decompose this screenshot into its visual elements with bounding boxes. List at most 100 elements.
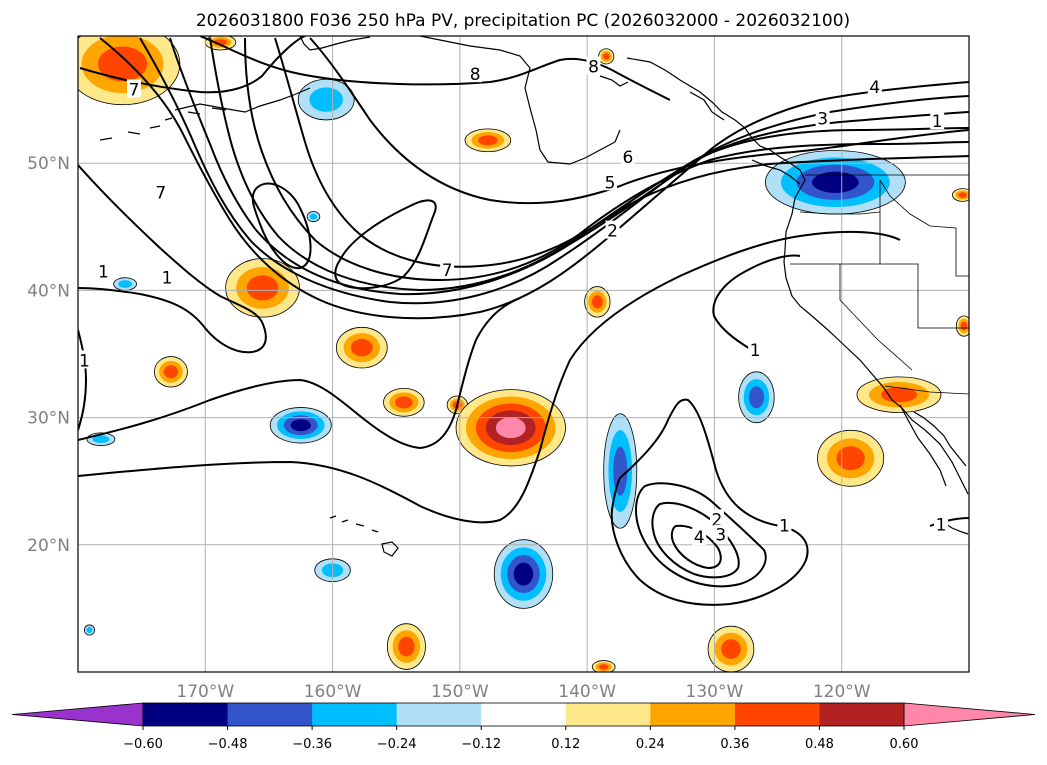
contour-label-bg	[709, 509, 724, 528]
precip-pc-area-pos	[153, 356, 188, 388]
pv-contour-2	[274, 37, 969, 268]
precip-pc-area-pos	[464, 128, 512, 153]
colorbar-segment	[143, 703, 229, 726]
colorbar-segment	[650, 703, 736, 726]
precip-pc-area-pos	[856, 376, 942, 413]
colorbar-tick-label: 0.24	[636, 737, 665, 752]
alaska-peninsula	[174, 36, 371, 113]
precip-pc-level	[836, 446, 865, 471]
precip-pc-area-pos	[455, 389, 566, 467]
colorbar-segment	[481, 703, 567, 726]
latitude-tick-labels: 50°N 40°N 30°N 20°N	[27, 154, 70, 556]
precip-pc-area-neg	[603, 413, 638, 529]
precip-pc-area-pos	[78, 36, 181, 106]
colorbar-segment	[312, 703, 398, 726]
contour-label: 2	[607, 222, 618, 242]
lat-tick-label: 50°N	[27, 154, 70, 174]
precip-pc-area-pos	[584, 286, 611, 318]
colorbar	[11, 702, 1036, 727]
pv-contour-2-trough	[634, 482, 767, 588]
precip-pc-area-pos	[955, 315, 969, 337]
lat-tick-label: 40°N	[27, 281, 70, 301]
contour-label: 7	[155, 183, 166, 203]
precip-pc-area-pos	[707, 625, 755, 672]
gulf-of-california	[899, 404, 947, 487]
contour-label: 3	[817, 110, 828, 130]
country-state-borders	[790, 174, 969, 395]
precip-pc-level	[398, 636, 415, 657]
precip-pc-level	[748, 386, 765, 409]
contour-label-bg	[748, 340, 763, 359]
washington-border	[799, 211, 881, 215]
pv-contour-1-west	[78, 164, 267, 354]
contour-label: 8	[470, 65, 481, 85]
contour-label-bg	[440, 260, 455, 279]
colorbar-tick-label: 0.48	[805, 737, 834, 752]
southeast-alaska	[599, 75, 725, 121]
colorbar-extend-low	[11, 702, 144, 727]
pv-contours	[78, 36, 969, 606]
contour-label-bg	[620, 146, 635, 165]
precip-pc-level	[513, 562, 534, 586]
precip-pc-area-pos	[335, 326, 388, 369]
colorbar-tick-label: −0.48	[208, 737, 248, 752]
colorbar-tick-label: −0.60	[123, 737, 163, 752]
kodiak-coast	[419, 36, 621, 165]
precip-pc-area-pos	[598, 48, 615, 65]
colorbar-tick-label: 0.12	[551, 737, 580, 752]
precip-pc-level	[309, 87, 344, 112]
contour-label: 4	[869, 78, 880, 98]
precip-pc-level	[812, 171, 859, 193]
precip-pc-level	[478, 135, 498, 146]
contour-label-bg	[127, 79, 142, 98]
contour-label-bg	[153, 182, 168, 201]
contour-label: 3	[715, 526, 726, 546]
precip-pc-level	[960, 321, 968, 331]
precip-pc-level	[118, 280, 132, 288]
contour-label: 1	[79, 351, 90, 371]
pv-contour-1-east	[712, 230, 901, 351]
contour-label: 1	[779, 517, 790, 537]
precip-pc-level	[290, 419, 311, 432]
longitude-tick-labels: 170°W 160°W 150°W 140°W 130°W 120°W	[176, 682, 870, 702]
colorbar-segment	[396, 703, 482, 726]
contour-label-bg	[468, 64, 483, 83]
precip-pc-level	[613, 446, 628, 496]
precip-pc-level	[92, 435, 110, 444]
colorbar-frame	[142, 702, 905, 727]
colorbar-tick-labels: −0.60 −0.48 −0.36 −0.24 −0.12 0.12 0.24 0.36 0.4…	[123, 726, 918, 752]
lat-tick-label: 30°N	[27, 409, 70, 429]
contour-label: 8	[588, 58, 599, 78]
contour-label: 6	[622, 148, 633, 168]
precip-pc-area-pos	[386, 623, 426, 670]
precip-pc-area-neg	[306, 211, 321, 223]
precip-pc-area-neg	[83, 624, 95, 636]
contour-label-bg	[867, 76, 882, 95]
contour-label-bg	[605, 220, 620, 239]
lat-tick-label: 20°N	[27, 536, 70, 556]
pv-contour-1-mid	[78, 297, 521, 450]
pv-contour-1-se	[929, 517, 969, 527]
precip-pc-level	[880, 387, 917, 403]
colorbar-tick-label: −0.36	[292, 737, 332, 752]
contour-label: 1	[162, 269, 173, 289]
idaho-border	[879, 179, 969, 277]
lon-tick-label: 130°W	[686, 682, 744, 702]
pv-contour-1-sw	[78, 329, 88, 431]
contour-label: 1	[98, 262, 109, 282]
precip-pc-area-pos	[225, 258, 300, 318]
precip-pc-level	[98, 46, 148, 82]
lon-tick-label: 160°W	[304, 682, 362, 702]
contour-label-bg	[96, 261, 111, 280]
california-nevada-border	[839, 264, 913, 371]
contour-label-bg	[692, 527, 707, 546]
contour-label-bg	[930, 111, 945, 130]
contour-label-bg	[777, 515, 792, 534]
precip-pc-area-neg	[113, 277, 137, 291]
precip-pc-area-pos	[591, 660, 616, 672]
map-title: 2026031800 F036 250 hPa PV, precipitatio…	[196, 11, 850, 31]
contour-label-bg	[933, 514, 948, 533]
